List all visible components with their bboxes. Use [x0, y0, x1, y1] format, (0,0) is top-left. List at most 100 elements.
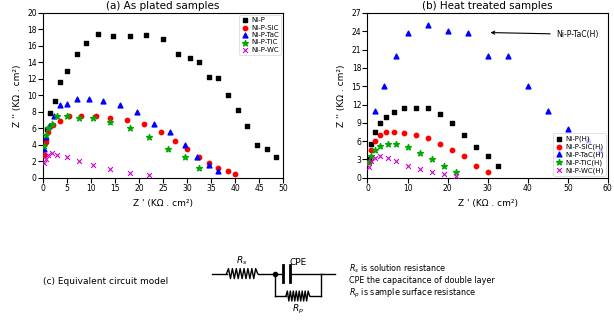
Ni-P-WC(H)	[403, 163, 413, 168]
Y-axis label: Z '' (KΩ . cm²): Z '' (KΩ . cm²)	[12, 64, 21, 127]
Ni-P-TiC(H)	[375, 143, 384, 149]
Ni-P(H)	[389, 109, 398, 114]
Ni-P	[55, 80, 64, 85]
Legend: Ni-P, Ni-P-SiC, Ni-P-TaC, Ni-P-TiC, Ni-P-WC: Ni-P, Ni-P-SiC, Ni-P-TaC, Ni-P-TiC, Ni-P…	[239, 15, 281, 55]
Ni-P-WC(H)	[370, 156, 379, 161]
Ni-P	[50, 98, 60, 104]
Ni-P-TiC	[194, 165, 204, 170]
Ni-P-SiC(H)	[367, 148, 376, 153]
Ni-P-SiC(H)	[483, 169, 492, 174]
Ni-P-WC(H)	[391, 158, 400, 163]
Ni-P-WC	[144, 173, 154, 178]
Ni-P-WC	[106, 167, 115, 172]
Title: (a) As plated samples: (a) As plated samples	[106, 1, 220, 11]
Ni-P-TiC(H)	[403, 145, 413, 150]
Ni-P-TaC(H)	[371, 108, 381, 113]
Ni-P(H)	[459, 132, 468, 137]
Ni-P	[243, 123, 252, 128]
Ni-P-TaC(H)	[403, 30, 413, 35]
Ni-P(H)	[398, 105, 408, 110]
Ni-P(H)	[435, 111, 445, 116]
Title: (b) Heat treated samples: (b) Heat treated samples	[422, 1, 553, 11]
Ni-P-TiC	[125, 126, 134, 131]
Ni-P-TaC(H)	[391, 53, 400, 58]
Ni-P-SiC(H)	[389, 129, 398, 135]
Ni-P(H)	[471, 145, 481, 150]
Ni-P-WC(H)	[375, 154, 384, 159]
Ni-P-TaC	[180, 142, 190, 147]
Ni-P-SiC(H)	[370, 138, 379, 144]
Ni-P(H)	[367, 142, 376, 147]
Text: (c) Equivalent circuit model: (c) Equivalent circuit model	[43, 277, 168, 286]
Ni-P-SiC	[91, 113, 101, 119]
Ni-P	[62, 68, 72, 73]
Ni-P-WC	[41, 156, 51, 162]
Ni-P-TaC	[214, 169, 223, 174]
Ni-P-SiC(H)	[381, 129, 391, 135]
Ni-P	[185, 56, 195, 61]
Ni-P-SiC	[64, 113, 74, 119]
Ni-P-TaC(H)	[483, 53, 492, 58]
Ni-P-WC(H)	[438, 172, 448, 177]
Ni-P-SiC	[41, 140, 51, 145]
Ni-P-WC(H)	[383, 156, 392, 161]
Ni-P	[233, 108, 243, 113]
Ni-P-TaC	[204, 163, 214, 168]
Ni-P-TaC(H)	[503, 53, 513, 58]
Ni-P-TaC(H)	[379, 84, 389, 89]
Ni-P	[173, 52, 182, 57]
Ni-P-WC(H)	[451, 173, 460, 178]
Ni-P-SiC	[106, 115, 115, 120]
Ni-P-WC	[47, 150, 56, 156]
Ni-P	[72, 52, 82, 57]
Ni-P-SiC(H)	[435, 142, 445, 147]
Ni-P-TiC	[180, 155, 190, 160]
Ni-P-SiC	[139, 122, 149, 127]
Ni-P-WC(H)	[367, 158, 376, 163]
X-axis label: Z ' (KΩ . cm²): Z ' (KΩ . cm²)	[133, 199, 193, 208]
Ni-P	[39, 140, 49, 145]
Ni-P(H)	[365, 157, 375, 162]
Ni-P-TiC(H)	[383, 142, 392, 147]
Ni-P-SiC	[223, 169, 233, 174]
Text: CPE: CPE	[289, 258, 306, 266]
Ni-P-TaC	[44, 123, 54, 128]
Ni-P-SiC	[230, 171, 240, 176]
Ni-P-TiC(H)	[427, 157, 437, 162]
Ni-P-SiC(H)	[411, 132, 421, 137]
Ni-P-WC(H)	[427, 169, 437, 174]
Ni-P-SiC(H)	[365, 160, 375, 165]
Ni-P-TaC(H)	[583, 137, 593, 142]
Ni-P	[108, 33, 118, 39]
Ni-P-TaC(H)	[595, 148, 605, 153]
Ni-P-TiC	[88, 116, 98, 121]
Ni-P-TaC	[192, 155, 202, 160]
Ni-P(H)	[447, 120, 457, 125]
Ni-P-TiC	[52, 113, 62, 119]
Ni-P-SiC	[55, 118, 64, 124]
Ni-P-WC(H)	[365, 164, 375, 169]
Ni-P-TaC	[62, 101, 72, 106]
Legend: Ni-P(H), Ni-P-SiC(H), Ni-P-TaC(H), Ni-P-TiC(H), Ni-P-WC(H): Ni-P(H), Ni-P-SiC(H), Ni-P-TaC(H), Ni-P-…	[553, 134, 606, 176]
Ni-P	[252, 142, 262, 147]
Ni-P(H)	[483, 154, 492, 159]
Text: $R_s$ is solution resistance
CPE the capacitance of double layer
$R_p$ is sample: $R_s$ is solution resistance CPE the cap…	[349, 262, 495, 300]
Ni-P-TaC(H)	[422, 23, 432, 28]
Ni-P	[158, 37, 168, 42]
Ni-P-TaC	[98, 98, 108, 104]
Ni-P-TaC	[115, 103, 125, 108]
Ni-P(H)	[381, 114, 391, 119]
Ni-P-SiC	[182, 146, 192, 151]
Ni-P-TiC	[106, 119, 115, 124]
Ni-P	[45, 111, 55, 116]
Y-axis label: Z '' (KΩ . cm²): Z '' (KΩ . cm²)	[337, 64, 346, 127]
Ni-P-WC	[125, 170, 134, 176]
Ni-P-TiC(H)	[365, 160, 375, 165]
Ni-P-SiC	[214, 165, 223, 170]
Ni-P	[262, 146, 271, 151]
Ni-P-TaC(H)	[563, 126, 573, 132]
Ni-P-TaC	[72, 97, 82, 102]
Ni-P-SiC(H)	[375, 132, 384, 137]
Ni-P-TaC	[55, 103, 64, 108]
Ni-P-SiC(H)	[459, 154, 468, 159]
